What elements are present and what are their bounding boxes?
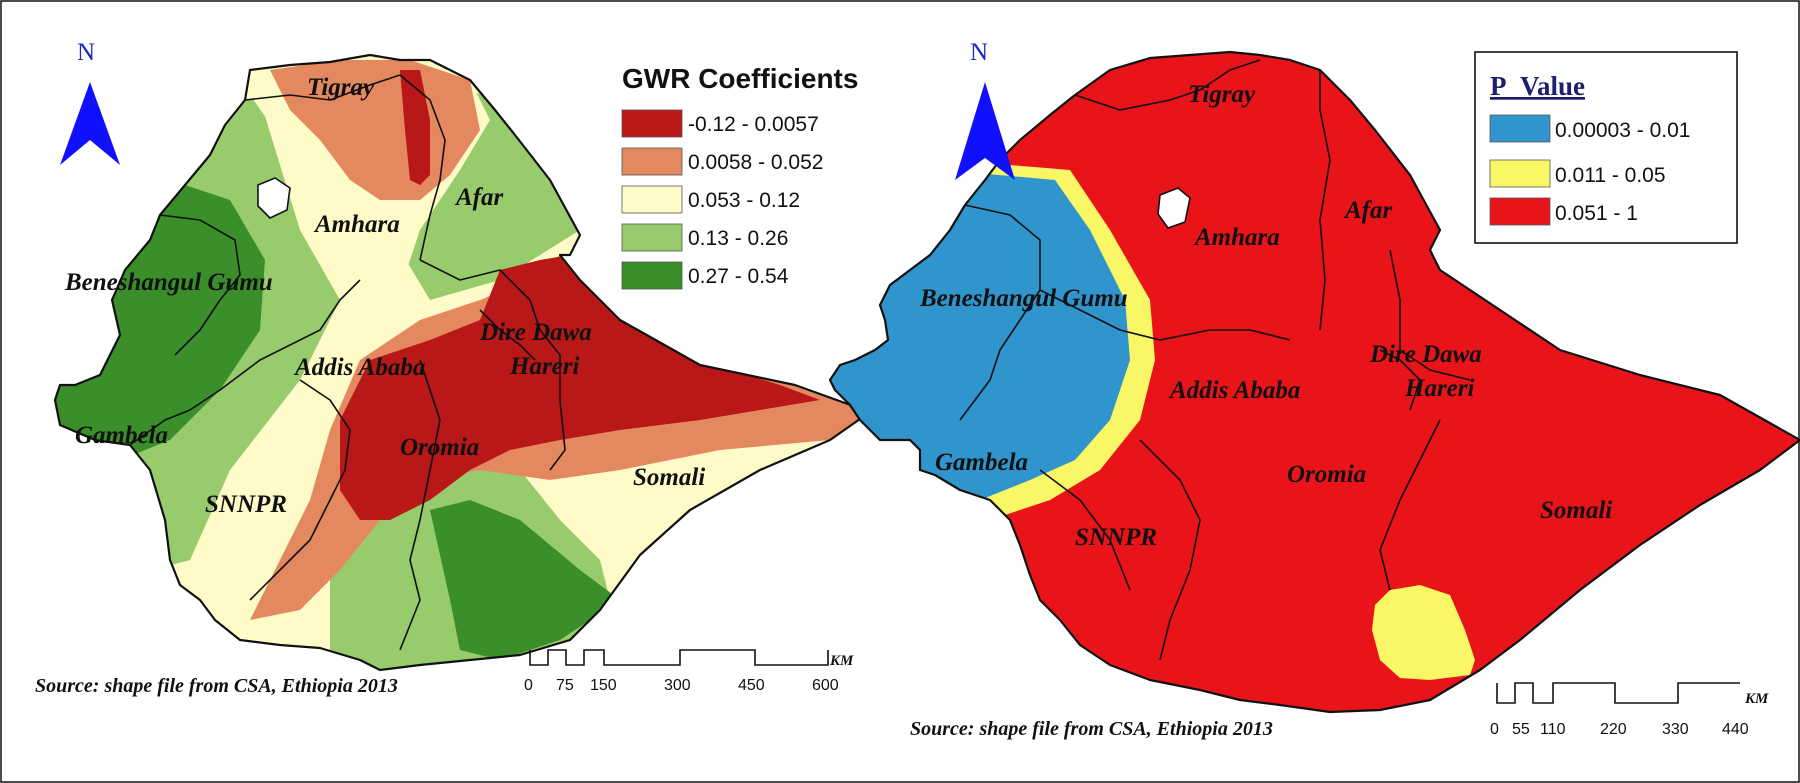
- region-label-oromia: Oromia: [400, 434, 479, 461]
- boundary-oromia-south: [399, 359, 441, 651]
- region-label-snnpr: SNNPR: [205, 491, 287, 518]
- legend-label-5: 0.27 - 0.54: [688, 265, 789, 288]
- north-arrow-icon: [955, 82, 1015, 180]
- legend-label-3: 0.051 - 1: [1555, 202, 1638, 225]
- region-label-tigray: Tigray: [1188, 81, 1256, 108]
- scale-unit: KM: [829, 653, 854, 669]
- region-label-oromia: Oromia: [1287, 461, 1366, 488]
- region-label-somali: Somali: [1540, 497, 1612, 524]
- scale-tick-1: 75: [556, 677, 574, 694]
- boundary-beneshangul: [959, 204, 1041, 421]
- legend-swatch-1: [621, 109, 683, 138]
- scale-tick-2: 110: [1540, 721, 1566, 738]
- source-note: Source: shape file from CSA, Ethiopia 20…: [910, 718, 1273, 740]
- north-arrow: N: [60, 39, 120, 165]
- legend-swatch-2: [1489, 159, 1551, 188]
- scale-unit: KM: [1744, 691, 1769, 707]
- country-outline: [53, 53, 872, 672]
- north-arrow-icon: [60, 82, 120, 165]
- scale-bar: 0 75 150 300 450 600 KM: [524, 649, 854, 694]
- boundary-afar-somali: [1389, 249, 1471, 381]
- region-label-dire-dawa: Dire Dawa: [1369, 341, 1482, 368]
- boundary-oromia-somali: [1379, 419, 1441, 591]
- legend-swatch-2: [621, 147, 683, 176]
- scale-tick-5: 600: [812, 677, 839, 694]
- source-note: Source: shape file from CSA, Ethiopia 20…: [35, 675, 398, 697]
- scale-tick-0: 0: [524, 677, 533, 694]
- region-label-amhara: Amhara: [1193, 224, 1280, 251]
- boundary-afar-amhara: [1319, 70, 1331, 331]
- legend-gwr: GWR Coefficients -0.12 - 0.0057 0.0058 -…: [621, 63, 858, 290]
- legend-swatch-5: [621, 261, 683, 290]
- region-label-snnpr: SNNPR: [1075, 524, 1157, 551]
- scale-tick-4: 450: [738, 677, 765, 694]
- boundary-tigray-amhara: [244, 74, 446, 261]
- boundary-snnpr: [249, 379, 351, 601]
- class-fill-0011-005-south: [1372, 585, 1475, 680]
- boundary-tigray-amhara: [1074, 59, 1261, 111]
- p-value-map: Tigray Afar Amhara Beneshangul Gumu Dire…: [828, 39, 1800, 740]
- north-label: N: [970, 39, 988, 66]
- scale-tick-3: 220: [1600, 721, 1627, 738]
- legend-label-3: 0.053 - 0.12: [688, 189, 800, 212]
- legend-swatch-1: [1489, 114, 1551, 143]
- boundary-beneshangul: [159, 214, 241, 356]
- region-label-hareri: Hareri: [509, 353, 580, 380]
- boundary-snnpr-inner: [1039, 469, 1131, 591]
- region-label-hareri: Hareri: [1404, 375, 1475, 402]
- region-label-dire-dawa: Dire Dawa: [479, 319, 592, 346]
- legend-title: P_Value: [1490, 71, 1585, 101]
- boundary-oromia-west: [129, 279, 361, 446]
- legend-p-value: P_Value 0.00003 - 0.01 0.011 - 0.05 0.05…: [1474, 51, 1738, 244]
- north-arrow: N: [955, 39, 1015, 180]
- boundary-oromia-snnpr: [1139, 439, 1201, 661]
- scale-tick-5: 440: [1722, 721, 1749, 738]
- legend-swatch-3: [1489, 197, 1551, 226]
- legend-label-4: 0.13 - 0.26: [688, 227, 788, 250]
- region-label-tigray: Tigray: [307, 74, 375, 101]
- region-label-afar: Afar: [454, 184, 504, 211]
- scale-tick-4: 330: [1662, 721, 1689, 738]
- scale-tick-3: 300: [664, 677, 691, 694]
- region-label-gambela: Gambela: [935, 449, 1028, 476]
- region-label-somali: Somali: [633, 464, 705, 491]
- scale-tick-1: 55: [1512, 721, 1530, 738]
- legend-label-2: 0.0058 - 0.052: [688, 151, 823, 174]
- region-label-beneshangul-gumu: Beneshangul Gumu: [64, 269, 273, 296]
- class-fill-neg012-00057-tigray: [400, 70, 430, 185]
- lake-tana: [257, 177, 291, 219]
- region-label-addis-ababa: Addis Ababa: [293, 354, 425, 381]
- legend-title: GWR Coefficients: [622, 63, 858, 94]
- region-label-addis-ababa: Addis Ababa: [1168, 377, 1300, 404]
- boundary-afar-oromia: [419, 259, 566, 471]
- legend-label-1: -0.12 - 0.0057: [688, 113, 819, 136]
- scale-tick-0: 0: [1490, 721, 1499, 738]
- north-label: N: [77, 39, 95, 66]
- class-fill-neg012-00057-central: [340, 255, 820, 520]
- region-label-gambela: Gambela: [75, 422, 168, 449]
- boundary-amhara-oromia: [1039, 289, 1291, 341]
- scale-tick-2: 150: [590, 677, 617, 694]
- legend-label-2: 0.011 - 0.05: [1555, 164, 1666, 187]
- region-label-afar: Afar: [1343, 197, 1393, 224]
- legend-swatch-3: [621, 185, 683, 214]
- lake-tana: [1157, 187, 1191, 229]
- region-label-beneshangul-gumu: Beneshangul Gumu: [919, 285, 1128, 312]
- country-outline: [828, 50, 1800, 714]
- class-fill-027-054-south: [430, 500, 620, 660]
- scale-bar: 0 55 110 220 330 440 KM: [1490, 682, 1769, 738]
- legend-label-1: 0.00003 - 0.01: [1555, 119, 1690, 142]
- legend-swatch-4: [621, 223, 683, 252]
- boundary-dire-dawa: [1379, 349, 1421, 411]
- boundary-dire-dawa: [479, 309, 536, 361]
- gwr-coefficient-map: Tigray Afar Amhara Beneshangul Gumu Dire…: [35, 39, 872, 697]
- region-label-amhara: Amhara: [313, 211, 400, 238]
